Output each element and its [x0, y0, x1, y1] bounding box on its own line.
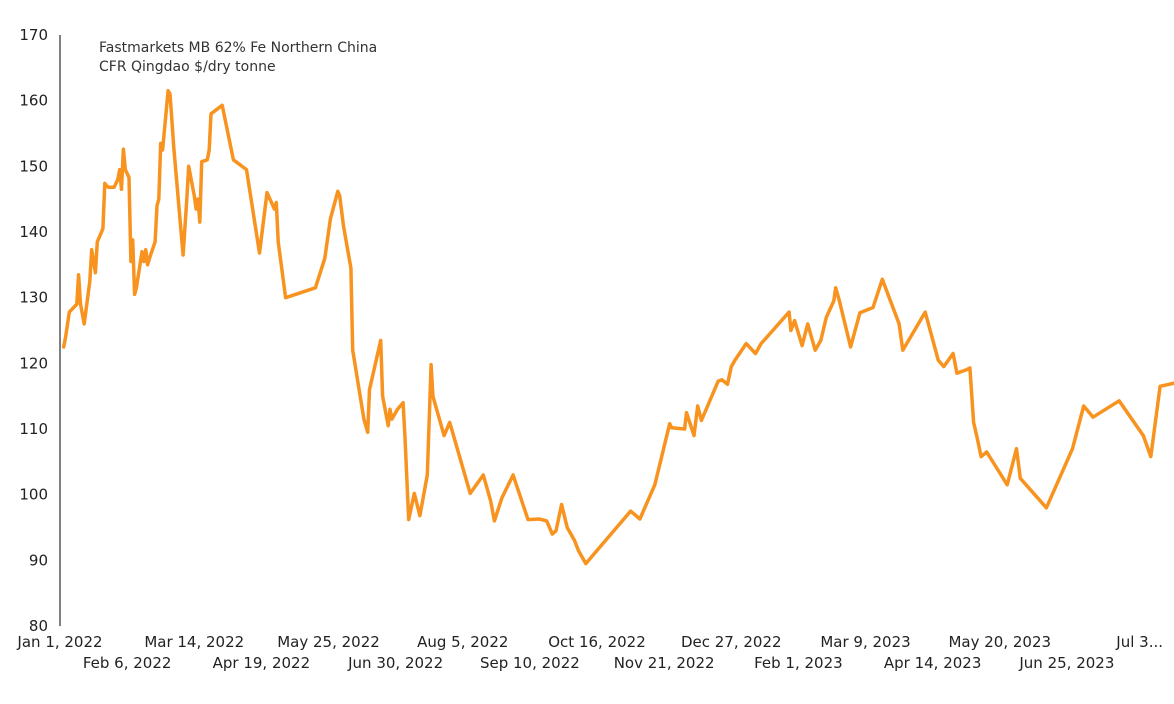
- x-axis-tick-labels: Jan 1, 2022 Feb 6, 2022 Mar 14, 2022 Apr 19…: [16, 633, 1163, 672]
- y-tick-label: 160: [19, 92, 48, 110]
- x-tick-label: Oct 16, 2022: [548, 633, 646, 651]
- y-tick-label: 100: [19, 486, 48, 504]
- y-tick-label: 130: [19, 289, 48, 307]
- x-tick-label: Apr 14, 2023: [884, 654, 982, 672]
- y-tick-label: 120: [19, 354, 48, 372]
- x-tick-label: Jul 3...: [1115, 633, 1163, 651]
- x-tick-label: Jun 25, 2023: [1018, 654, 1114, 672]
- y-tick-label: 170: [19, 26, 48, 44]
- chart-title-line-2: CFR Qingdao $/dry tonne: [99, 59, 276, 75]
- x-tick-label: May 25, 2022: [277, 633, 380, 651]
- y-tick-label: 90: [29, 551, 48, 569]
- x-tick-label: Feb 6, 2022: [83, 654, 172, 672]
- x-tick-label: Aug 5, 2022: [417, 633, 508, 651]
- chart-title-line-1: Fastmarkets MB 62% Fe Northern China: [99, 40, 377, 56]
- x-tick-label: Dec 27, 2022: [681, 633, 782, 651]
- x-tick-label: Feb 1, 2023: [754, 654, 843, 672]
- price-series-line: [61, 89, 1174, 566]
- y-axis-tick-labels: 80 90 100 110 120 130 140 150 160 170: [19, 26, 48, 635]
- y-tick-label: 110: [19, 420, 48, 438]
- x-tick-label: Mar 14, 2022: [144, 633, 244, 651]
- x-tick-label: Mar 9, 2023: [820, 633, 910, 651]
- x-tick-label: Jun 30, 2022: [347, 654, 443, 672]
- x-tick-label: Nov 21, 2022: [614, 654, 715, 672]
- x-tick-label: May 20, 2023: [948, 633, 1051, 651]
- x-tick-label: Sep 10, 2022: [480, 654, 580, 672]
- y-tick-label: 80: [29, 617, 48, 635]
- x-tick-label: Jan 1, 2022: [16, 633, 102, 651]
- y-tick-label: 140: [19, 223, 48, 241]
- x-tick-label: Apr 19, 2022: [213, 654, 311, 672]
- y-tick-label: 150: [19, 157, 48, 175]
